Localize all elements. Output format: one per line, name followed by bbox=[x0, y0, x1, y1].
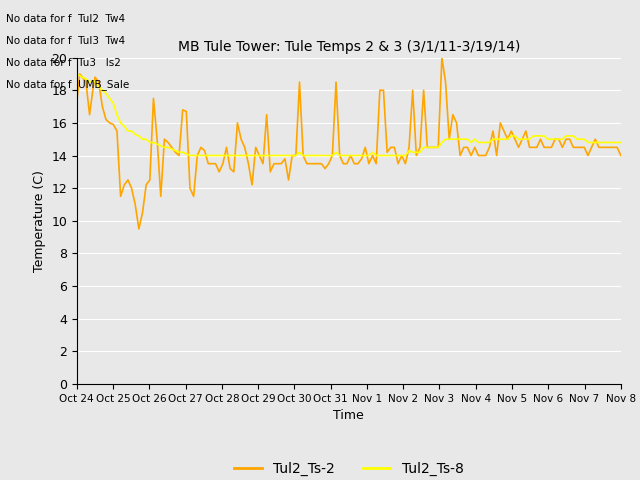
Tul2_Ts-8 bbox=[186, 153, 194, 158]
Tul2_Ts-2 bbox=[613, 144, 621, 150]
Tul2_Ts-8 bbox=[339, 153, 347, 158]
Tul2_Ts-8 bbox=[405, 148, 413, 154]
Tul2_Ts-2 bbox=[420, 87, 428, 93]
Tul2_Ts-8 bbox=[456, 136, 464, 142]
Tul2_Ts-2 bbox=[438, 55, 445, 60]
Tul2_Ts-8 bbox=[266, 153, 274, 158]
Text: No data for f  Tu3   Is2: No data for f Tu3 Is2 bbox=[6, 58, 121, 68]
Tul2_Ts-2 bbox=[339, 161, 347, 167]
Tul2_Ts-8 bbox=[73, 71, 81, 77]
Legend: Tul2_Ts-2, Tul2_Ts-8: Tul2_Ts-2, Tul2_Ts-8 bbox=[228, 456, 469, 480]
Line: Tul2_Ts-2: Tul2_Ts-2 bbox=[77, 58, 621, 229]
Tul2_Ts-2 bbox=[266, 169, 274, 175]
X-axis label: Time: Time bbox=[333, 409, 364, 422]
Text: No data for f  Tul2  Tw4: No data for f Tul2 Tw4 bbox=[6, 14, 125, 24]
Tul2_Ts-8 bbox=[420, 144, 428, 150]
Tul2_Ts-8 bbox=[610, 140, 618, 145]
Title: MB Tule Tower: Tule Temps 2 & 3 (3/1/11-3/19/14): MB Tule Tower: Tule Temps 2 & 3 (3/1/11-… bbox=[178, 40, 520, 54]
Line: Tul2_Ts-8: Tul2_Ts-8 bbox=[77, 74, 621, 156]
Tul2_Ts-2 bbox=[135, 226, 143, 232]
Y-axis label: Temperature (C): Temperature (C) bbox=[33, 170, 45, 272]
Text: No data for f  Tul3  Tw4: No data for f Tul3 Tw4 bbox=[6, 36, 125, 46]
Tul2_Ts-8 bbox=[617, 140, 625, 145]
Tul2_Ts-2 bbox=[73, 99, 81, 105]
Tul2_Ts-2 bbox=[460, 144, 468, 150]
Tul2_Ts-2 bbox=[617, 153, 625, 158]
Tul2_Ts-2 bbox=[405, 144, 413, 150]
Text: No data for f  UMB_Sale: No data for f UMB_Sale bbox=[6, 79, 130, 90]
